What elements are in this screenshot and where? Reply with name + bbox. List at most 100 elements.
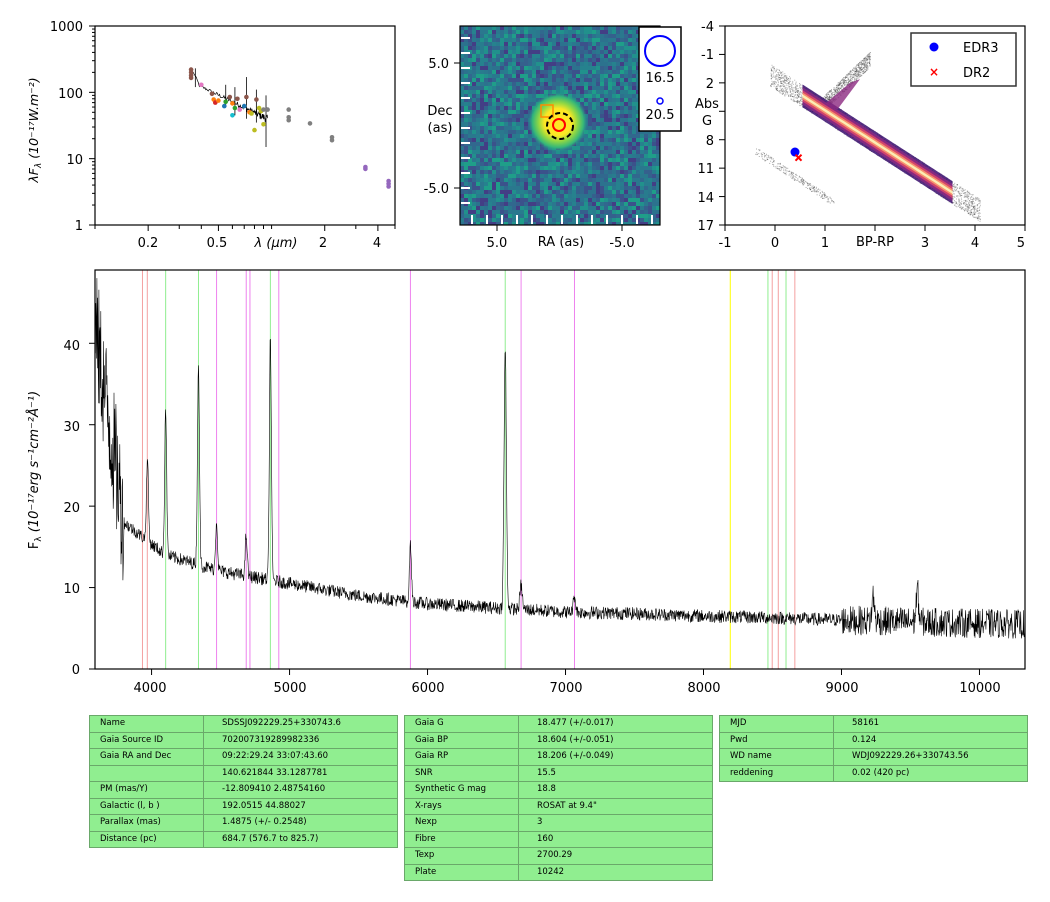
hr-star-dot [783, 76, 785, 77]
image-pixel [476, 154, 480, 158]
hr-star-dot [877, 142, 879, 144]
hr-star-dot [808, 96, 810, 98]
hr-star-dot [956, 206, 958, 208]
hr-star-dot [852, 126, 854, 128]
hr-star-dot [830, 107, 832, 109]
image-pixel [468, 62, 472, 66]
image-pixel [560, 174, 564, 178]
hr-star-dot [781, 81, 783, 83]
hr-star-dot [847, 115, 849, 116]
hr-star-dot [825, 105, 827, 106]
image-pixel [528, 150, 532, 154]
hr-star-dot [943, 182, 945, 184]
hr-star-dot [941, 187, 943, 189]
hr-star-dot [884, 150, 886, 152]
hr-star-dot [815, 103, 817, 105]
hr-star-dot [946, 196, 948, 198]
hr-star-dot [885, 149, 887, 151]
hr-star-dot [901, 168, 903, 170]
hr-star-dot [944, 182, 946, 184]
hr-star-dot [943, 178, 945, 180]
image-pixel [548, 74, 552, 78]
image-pixel [536, 158, 540, 162]
hr-star-dot [909, 157, 911, 159]
image-pixel [624, 210, 628, 214]
hr-star-dot [884, 148, 886, 150]
image-pixel [468, 70, 472, 74]
image-pixel [572, 198, 576, 202]
hr-star-dot [947, 182, 949, 184]
image-pixel [512, 158, 516, 162]
image-pixel [572, 66, 576, 70]
image-pixel [520, 106, 524, 110]
image-pixel [656, 134, 660, 138]
image-pixel [464, 166, 468, 170]
hr-star-dot [978, 198, 980, 200]
hr-star-dot [957, 191, 959, 193]
image-pixel [540, 210, 544, 214]
hr-star-dot [804, 106, 806, 108]
hr-star-dot [930, 180, 931, 182]
image-pixel [580, 174, 584, 178]
image-pixel [636, 198, 640, 202]
hr-star-dot [911, 170, 913, 172]
image-pixel [496, 122, 500, 126]
hr-star-dot [856, 132, 858, 134]
hr-star-dot [791, 86, 792, 88]
hr-star-dot [974, 213, 976, 215]
image-pixel [568, 150, 572, 154]
hr-star-dot [940, 187, 942, 188]
image-pixel [508, 106, 512, 110]
image-pixel [556, 162, 560, 166]
hr-star-dot [800, 100, 802, 102]
hr-star-dot [789, 85, 791, 87]
image-pixel [640, 190, 644, 194]
image-pixel [480, 70, 484, 74]
image-pixel [460, 186, 464, 190]
hr-star-dot [844, 132, 846, 133]
image-pixel [580, 178, 584, 182]
image-pixel [496, 190, 500, 194]
hr-star-dot [787, 91, 789, 93]
image-pixel [460, 74, 464, 78]
image-pixel [596, 118, 600, 122]
hr-star-dot [795, 85, 797, 87]
hr-star-dot [816, 105, 818, 107]
hr-star-dot [921, 176, 922, 178]
image-pixel [528, 134, 532, 138]
image-pixel [652, 170, 656, 174]
image-pixel [528, 174, 532, 178]
hr-star-dot [893, 148, 895, 150]
image-pixel [636, 114, 640, 118]
hr-star-dot [947, 192, 949, 194]
image-pixel [592, 50, 596, 54]
image-pixel [532, 42, 536, 46]
hr-star-dot [970, 212, 972, 213]
image-pixel [628, 70, 632, 74]
image-pixel [484, 190, 488, 194]
hr-star-dot [869, 129, 871, 131]
hr-star-dot [775, 86, 777, 88]
hr-star-dot [824, 108, 826, 110]
hr-star-dot [909, 173, 911, 175]
hr-star-dot [979, 209, 981, 211]
image-pixel [632, 78, 636, 82]
hr-star-dot [906, 158, 908, 160]
hr-star-dot [880, 151, 882, 153]
image-pixel [588, 118, 592, 122]
hr-star-dot [874, 136, 875, 138]
image-pixel [540, 34, 544, 38]
image-pixel [468, 118, 472, 122]
image-pixel [548, 134, 552, 138]
image-pixel [636, 150, 640, 154]
image-pixel [608, 134, 612, 138]
hr-star-dot [934, 175, 936, 177]
hr-star-dot [815, 94, 817, 96]
image-pixel [568, 30, 572, 34]
image-pixel [580, 190, 584, 194]
hr-star-dot [784, 85, 786, 87]
hr-star-dot [841, 130, 843, 131]
hr-star-dot [825, 108, 827, 110]
hr-star-dot [855, 136, 857, 138]
image-pixel [600, 74, 604, 78]
